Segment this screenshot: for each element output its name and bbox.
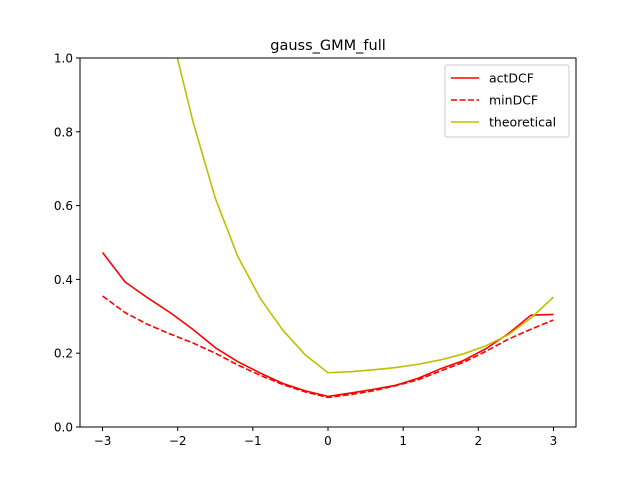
x-tick-label: 2 — [474, 434, 482, 448]
x-tick-label: −2 — [169, 434, 187, 448]
plot-frame — [79, 57, 577, 428]
series-line-theoretical — [176, 58, 554, 374]
y-tick-label: 0.6 — [54, 199, 73, 213]
x-tick-label: −1 — [244, 434, 262, 448]
series-line-actDCF — [101, 251, 554, 398]
x-tick-label: 0 — [324, 434, 332, 448]
legend-box — [444, 64, 570, 138]
x-tick-label: 3 — [550, 434, 558, 448]
legend-label: theoretical — [489, 115, 556, 130]
y-tick-label: 0.0 — [54, 421, 73, 435]
series-line-minDCF — [102, 295, 554, 399]
y-tick-label: 0.8 — [54, 125, 73, 139]
x-tick-label: 1 — [399, 434, 407, 448]
x-tick-label: −3 — [94, 434, 112, 448]
y-tick-label: 0.2 — [54, 347, 73, 361]
legend: actDCF minDCF theoretical — [444, 64, 570, 138]
chart-title: gauss_GMM_full — [270, 38, 386, 54]
y-tick-label: 0.4 — [54, 273, 73, 287]
legend-label: minDCF — [489, 93, 538, 108]
y-tick-label: 1.0 — [54, 52, 73, 66]
legend-label: actDCF — [489, 71, 534, 86]
